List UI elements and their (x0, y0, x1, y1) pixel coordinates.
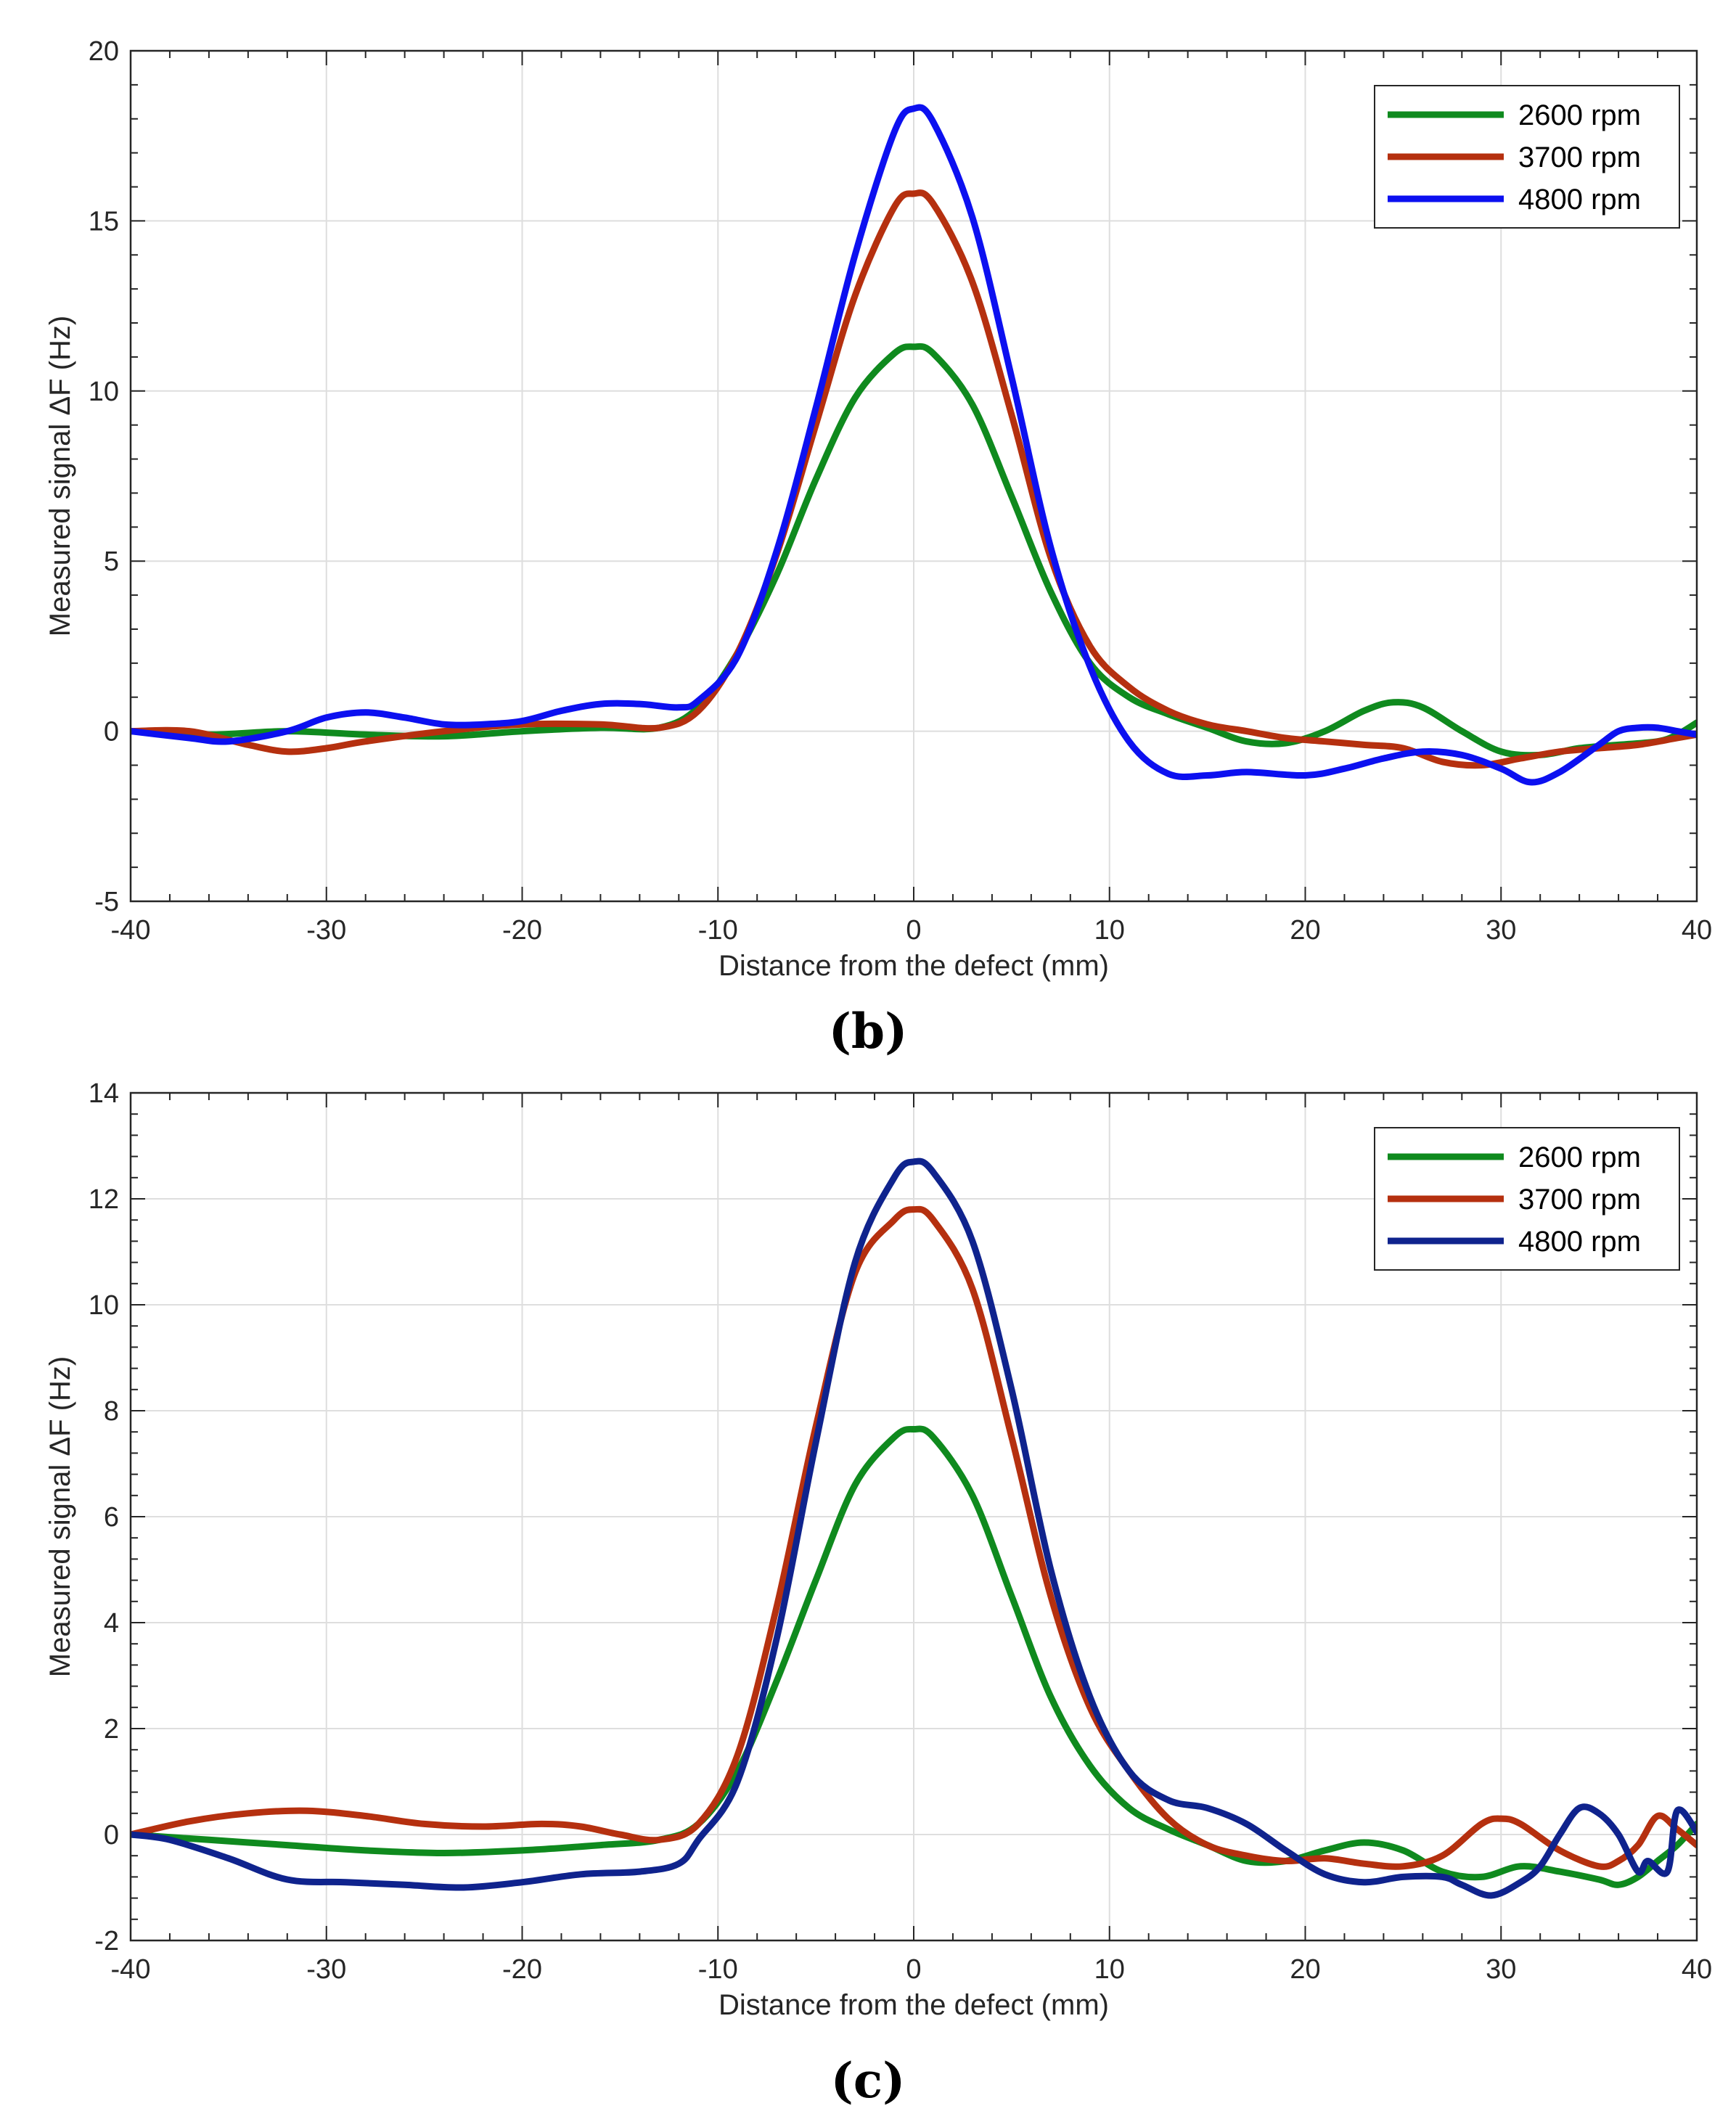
y-tick-label: 4 (104, 1608, 119, 1639)
x-tick-label: 40 (1682, 915, 1712, 946)
series-line-2600-rpm (131, 1425, 1697, 1888)
x-tick-label: -20 (502, 1954, 542, 1985)
x-tick-label: 0 (906, 1954, 921, 1985)
grid-lines-b (131, 51, 1697, 901)
x-tick-label: -10 (698, 915, 738, 946)
series-line-4800-rpm (131, 1157, 1697, 1899)
legend-label: 4800 rpm (1518, 1226, 1641, 1258)
x-tick-label: -40 (111, 915, 151, 946)
chart-panel-b: -40 -30 -20 -10 0 10 20 30 40 -5 0 5 10 15 20 Distance … (44, 36, 1712, 1060)
chart-b: -40 -30 -20 -10 0 10 20 30 40 -5 0 5 10 15 20 Distance … (44, 36, 1712, 982)
y-tick-label: 20 (89, 36, 119, 67)
grid-lines-c (131, 1093, 1697, 1940)
series-line-2600-rpm (131, 343, 1697, 759)
x-tick-label: -10 (698, 1954, 738, 1985)
x-axis-label: Distance from the defect (mm) (718, 1989, 1109, 2021)
y-tick-label: 12 (89, 1184, 119, 1215)
y-tick-label: 15 (89, 206, 119, 237)
series-line-4800-rpm (131, 104, 1697, 786)
x-axis-label: Distance from the defect (mm) (718, 950, 1109, 982)
y-tick-label: 5 (104, 546, 119, 577)
legend-label: 2600 rpm (1518, 99, 1641, 131)
chart-panel-c: -40 -30 -20 -10 0 10 20 30 40 -2 0 2 4 6 8 10 12 14 Distan… (0, 1060, 1736, 2119)
y-tick-label: 10 (89, 377, 119, 407)
legend-label: 2600 rpm (1518, 1142, 1641, 1173)
y-axis-label: Measured signal ΔF (Hz) (44, 1356, 76, 1677)
series-line-3700-rpm (131, 189, 1697, 769)
y-tick-label: -2 (94, 1926, 119, 1956)
series-group-c (131, 1157, 1697, 1899)
y-tick-label: 0 (104, 717, 119, 747)
x-tick-label: 30 (1486, 915, 1516, 946)
y-tick-label: 8 (104, 1396, 119, 1427)
y-tick-label: 14 (89, 1078, 119, 1109)
x-tick-label: 10 (1094, 915, 1125, 946)
plot-frame-c (129, 1091, 1698, 1942)
x-tick-label: -30 (306, 1954, 346, 1985)
x-tick-label: 20 (1290, 1954, 1320, 1985)
plot-frame-b (129, 49, 1698, 903)
legend-label: 4800 rpm (1518, 184, 1641, 216)
y-tick-label: -5 (94, 887, 119, 917)
x-tick-label: 30 (1486, 1954, 1516, 1985)
x-tick-label: -30 (306, 915, 346, 946)
y-tick-label: 2 (104, 1714, 119, 1745)
x-tick-label: -20 (502, 915, 542, 946)
y-tick-label: 10 (89, 1290, 119, 1321)
panel-label-c: (c) (830, 2052, 906, 2109)
legend-label: 3700 rpm (1518, 1184, 1641, 1216)
y-tick-label: 0 (104, 1820, 119, 1850)
x-tick-label: 10 (1094, 1954, 1125, 1985)
y-axis-label: Measured signal ΔF (Hz) (44, 316, 76, 636)
legend-label: 3700 rpm (1518, 142, 1641, 173)
legend-b: 2600 rpm 3700 rpm 4800 rpm (1374, 85, 1680, 229)
series-group-b (131, 104, 1697, 786)
chart-c: -40 -30 -20 -10 0 10 20 30 40-202468101214Distan… (44, 1078, 1712, 2021)
legend-c: 2600 rpm 3700 rpm 4800 rpm (1374, 1127, 1680, 1271)
panel-label-b: (b) (828, 1003, 908, 1060)
x-tick-label: -40 (111, 1954, 151, 1985)
x-tick-label: 0 (906, 915, 921, 946)
x-tick-label: 40 (1682, 1954, 1712, 1985)
series-line-3700-rpm (131, 1205, 1697, 1870)
y-tick-label: 6 (104, 1502, 119, 1533)
x-tick-label: 20 (1290, 915, 1320, 946)
